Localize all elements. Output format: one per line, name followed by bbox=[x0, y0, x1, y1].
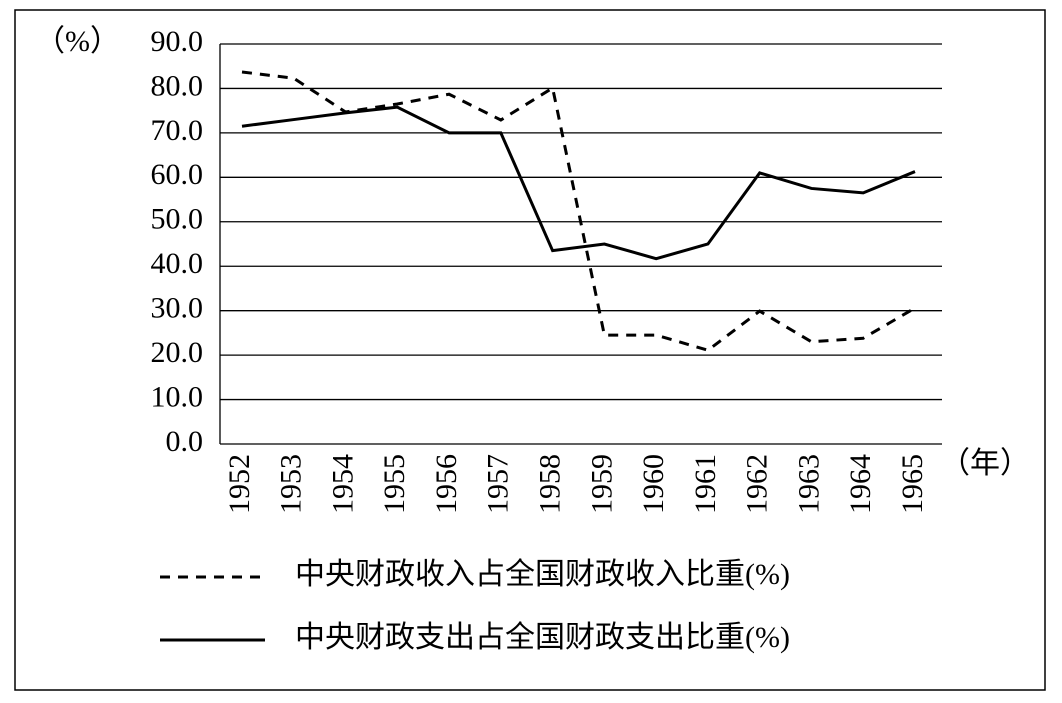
x-tick-label: 1958 bbox=[534, 454, 567, 514]
x-tick-label: 1954 bbox=[326, 454, 359, 514]
y-tick-label: 60.0 bbox=[151, 158, 204, 191]
x-tick-label: 1953 bbox=[275, 454, 308, 514]
x-tick-label: 1963 bbox=[792, 454, 825, 514]
x-tick-label: 1960 bbox=[637, 454, 670, 514]
x-tick-label: 1952 bbox=[223, 454, 256, 514]
y-tick-label: 90.0 bbox=[151, 25, 204, 58]
y-tick-label: 20.0 bbox=[151, 336, 204, 369]
x-tick-label: 1957 bbox=[482, 454, 515, 514]
x-tick-label: 1961 bbox=[689, 454, 722, 514]
x-tick-label: 1964 bbox=[844, 454, 877, 514]
legend-label: 中央财政支出占全国财政支出比重(%) bbox=[295, 621, 790, 654]
y-axis-label: （%） bbox=[35, 25, 120, 58]
x-tick-label: 1962 bbox=[741, 454, 774, 514]
legend-label: 中央财政收入占全国财政收入比重(%) bbox=[295, 558, 790, 591]
y-tick-label: 70.0 bbox=[151, 114, 204, 147]
y-tick-label: 40.0 bbox=[151, 247, 204, 280]
line-series bbox=[241, 70, 916, 352]
x-tick-label: 1965 bbox=[896, 454, 929, 514]
y-tick-label: 80.0 bbox=[151, 69, 204, 102]
y-tick-label: 10.0 bbox=[151, 380, 204, 413]
x-tick-label: 1959 bbox=[585, 454, 618, 514]
x-tick-label: 1955 bbox=[378, 454, 411, 514]
line-series bbox=[241, 105, 916, 261]
y-tick-label: 50.0 bbox=[151, 203, 204, 236]
x-tick-label: 1956 bbox=[430, 454, 463, 514]
y-tick-label: 0.0 bbox=[166, 425, 204, 458]
x-axis-label: （年） bbox=[940, 447, 1030, 480]
frame bbox=[14, 9, 1046, 691]
y-tick-label: 30.0 bbox=[151, 292, 204, 325]
